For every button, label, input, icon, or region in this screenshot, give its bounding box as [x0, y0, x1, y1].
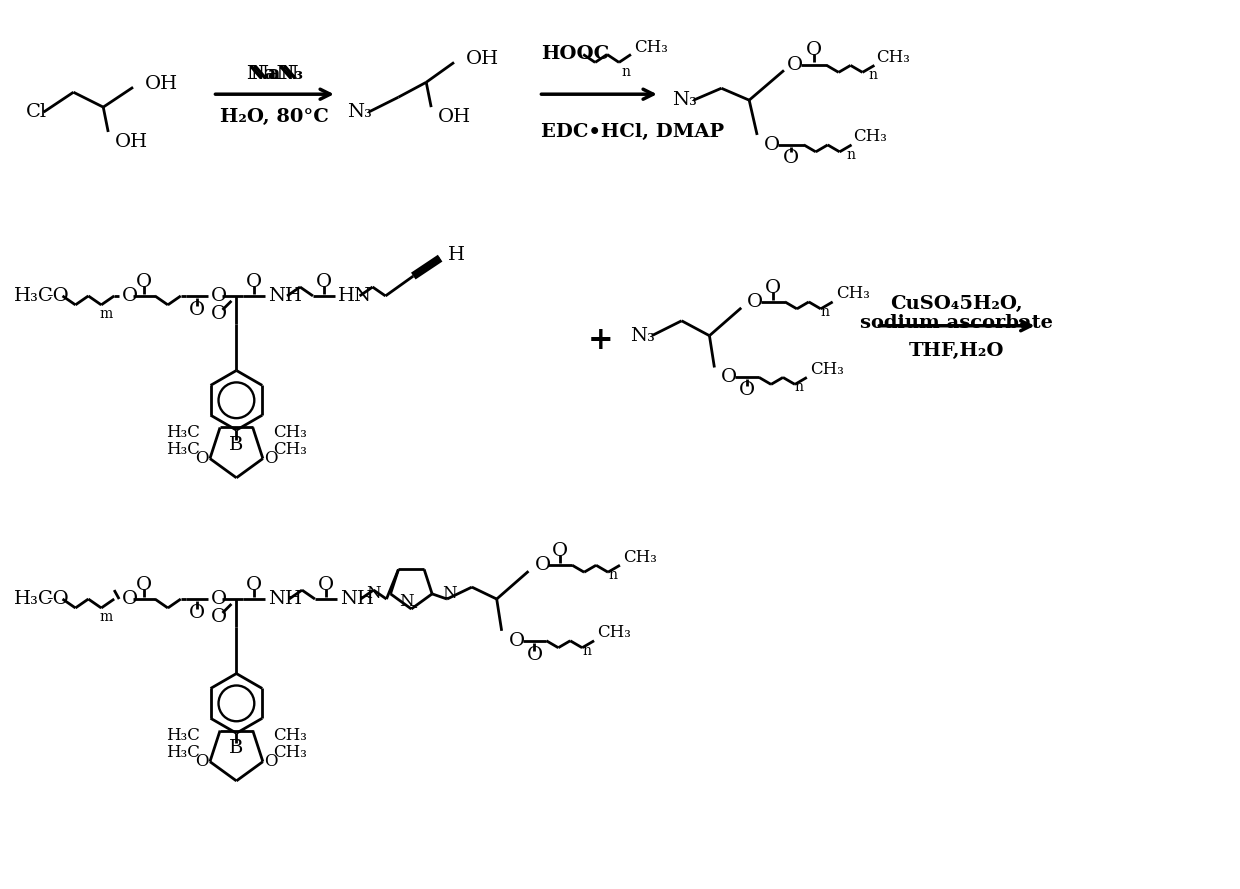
Text: O: O [806, 42, 822, 60]
Text: O: O [527, 645, 543, 664]
Text: O: O [211, 590, 227, 608]
Text: H₃C: H₃C [166, 727, 200, 744]
Text: N: N [441, 585, 456, 603]
Text: HOOC: HOOC [542, 45, 610, 63]
Text: m: m [99, 610, 113, 624]
Text: B: B [229, 436, 243, 454]
Text: O: O [188, 604, 205, 622]
Text: O: O [195, 753, 208, 770]
Text: O: O [316, 273, 332, 291]
Text: O: O [317, 576, 334, 594]
Text: THF,H₂O: THF,H₂O [909, 341, 1004, 359]
Text: O: O [195, 450, 208, 467]
Text: CH₃: CH₃ [853, 128, 888, 146]
Text: CH₃: CH₃ [273, 424, 306, 441]
Text: HN: HN [337, 287, 372, 305]
Text: O: O [508, 632, 525, 650]
Text: OH: OH [466, 51, 498, 68]
Text: O: O [122, 287, 138, 305]
Text: H₃C: H₃C [166, 744, 200, 761]
Text: H₃C: H₃C [166, 441, 200, 458]
Text: CH₃: CH₃ [634, 39, 668, 56]
Text: n: n [847, 148, 856, 162]
Text: CuSO₄5H₂O,: CuSO₄5H₂O, [890, 295, 1023, 313]
Text: n: n [582, 644, 591, 658]
Text: OH: OH [115, 132, 149, 151]
Text: NaN₃: NaN₃ [246, 65, 303, 84]
Text: O: O [136, 273, 153, 291]
Text: OH: OH [145, 76, 179, 93]
Text: O: O [247, 576, 263, 594]
Text: O: O [787, 56, 804, 75]
Text: EDC•HCl, DMAP: EDC•HCl, DMAP [542, 123, 724, 141]
Text: O: O [534, 557, 551, 574]
Text: n: n [608, 568, 618, 582]
Text: N₃: N₃ [672, 92, 697, 109]
Text: O: O [211, 287, 227, 305]
Text: H₃C: H₃C [166, 424, 200, 441]
Text: NH: NH [340, 590, 373, 608]
Text: O: O [136, 576, 153, 594]
Text: NH: NH [268, 287, 303, 305]
Text: N₃: N₃ [347, 103, 372, 121]
Text: CH₃: CH₃ [836, 285, 869, 302]
Text: CH₃: CH₃ [598, 624, 631, 641]
Text: CH₃: CH₃ [273, 441, 306, 458]
Text: O: O [722, 368, 738, 387]
Text: H₃C: H₃C [14, 590, 53, 608]
Text: -O: -O [47, 590, 69, 608]
Text: CH₃: CH₃ [877, 49, 910, 66]
Text: H₂O, 80°C: H₂O, 80°C [219, 108, 329, 126]
Text: -O: -O [47, 287, 69, 305]
Text: H₃C: H₃C [14, 287, 53, 305]
Text: H: H [448, 246, 465, 264]
Text: O: O [765, 279, 781, 297]
Text: n: n [868, 68, 878, 83]
Text: O: O [264, 450, 278, 467]
Text: n: n [821, 305, 830, 319]
Text: CH₃: CH₃ [810, 361, 843, 378]
Text: CH₃: CH₃ [622, 549, 657, 565]
Text: O: O [211, 305, 227, 323]
Text: N: N [399, 592, 414, 610]
Text: n: n [621, 65, 630, 79]
Text: O: O [211, 608, 227, 626]
Text: O: O [782, 148, 799, 167]
Text: =: = [409, 602, 418, 612]
Text: B: B [229, 739, 243, 757]
Text: N: N [366, 585, 381, 603]
Text: +: + [588, 325, 613, 356]
Text: O: O [264, 753, 278, 770]
Text: n: n [795, 380, 804, 395]
Text: O: O [552, 542, 568, 560]
Text: N₃: N₃ [630, 326, 655, 345]
Text: O: O [764, 136, 780, 154]
Text: CH₃: CH₃ [273, 744, 306, 761]
Text: CH₃: CH₃ [273, 727, 306, 744]
Text: O: O [188, 300, 205, 319]
Text: NH: NH [268, 590, 303, 608]
Text: O: O [247, 273, 263, 291]
Text: O: O [739, 381, 755, 399]
Text: m: m [99, 307, 113, 321]
Text: O: O [748, 292, 764, 311]
Text: Cl: Cl [26, 103, 47, 121]
Text: NaN: NaN [250, 65, 299, 84]
Text: O: O [122, 590, 138, 608]
Text: OH: OH [438, 108, 471, 126]
Text: sodium ascorbate: sodium ascorbate [861, 314, 1053, 332]
